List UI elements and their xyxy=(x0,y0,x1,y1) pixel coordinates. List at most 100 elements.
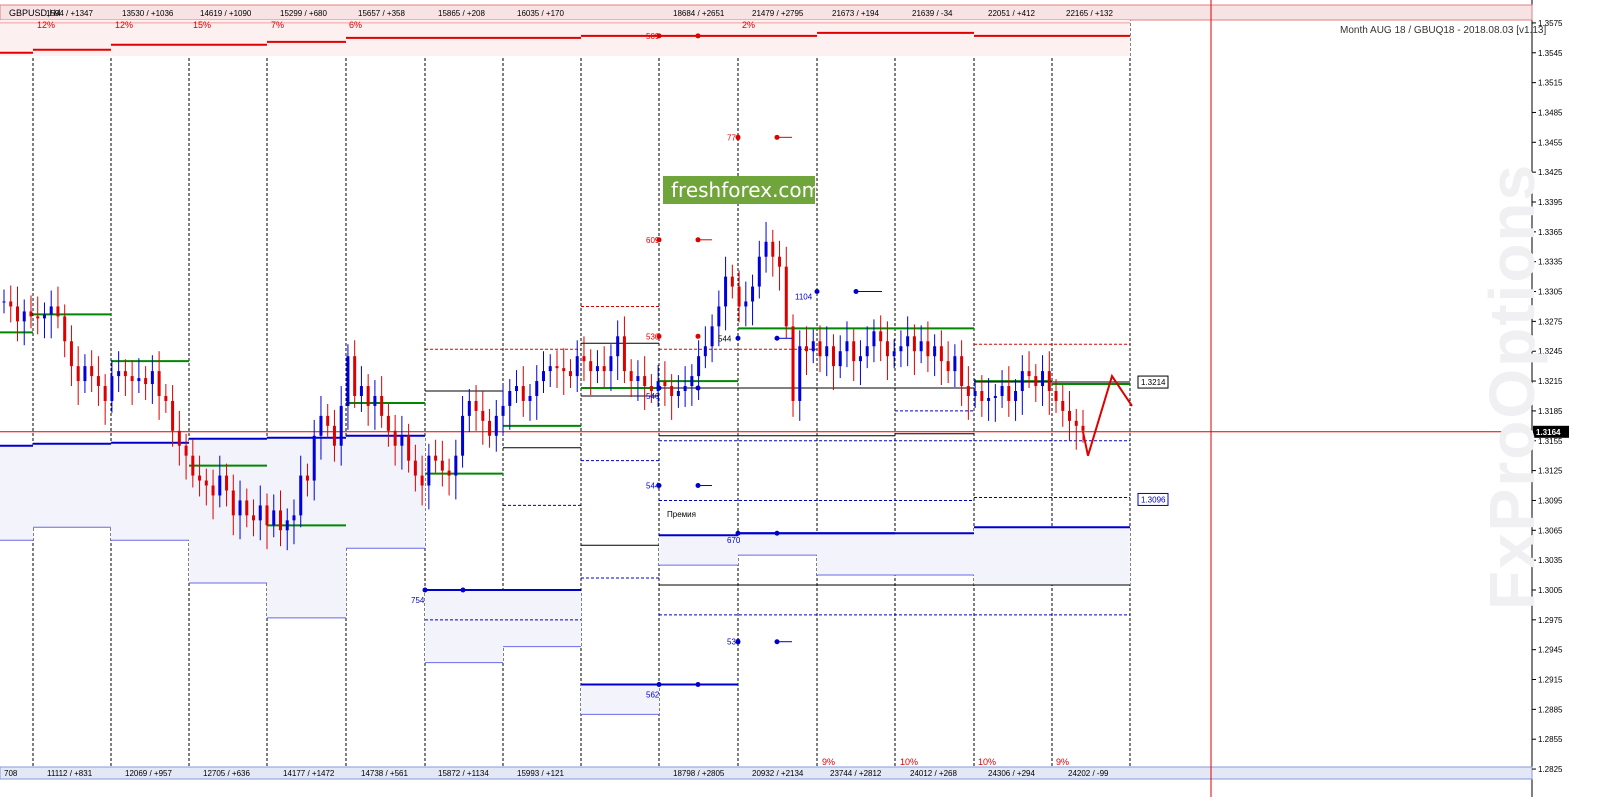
put-zone xyxy=(267,437,346,618)
candle-body xyxy=(252,515,256,521)
candle-body xyxy=(198,475,202,481)
candle-body xyxy=(710,326,714,347)
logo-text: freshforex.com xyxy=(671,178,822,202)
top-column-label: 21479 / +2795 xyxy=(752,9,804,18)
strike-label: 544 xyxy=(646,482,660,491)
watermark: FxProOptions xyxy=(1476,162,1548,610)
bottom-column-label: 24012 / +268 xyxy=(910,769,957,778)
candle-body xyxy=(238,500,242,516)
candle-body xyxy=(231,490,235,516)
premium-label: Премия xyxy=(667,510,696,519)
candle-body xyxy=(649,386,653,392)
candle-body xyxy=(191,455,195,476)
y-axis-tick-label: 1.3155 xyxy=(1538,437,1563,446)
candle-body xyxy=(953,356,957,372)
put-zone xyxy=(111,442,189,541)
candle-body xyxy=(926,341,930,357)
strike-dot xyxy=(656,237,662,243)
candle-body xyxy=(521,386,525,401)
put-zone xyxy=(425,589,503,663)
candle-body xyxy=(76,366,80,382)
put-zone xyxy=(659,535,738,566)
candle-body xyxy=(211,485,215,496)
strike-dot xyxy=(695,681,701,687)
candle-body xyxy=(265,505,269,526)
strike-dot xyxy=(460,587,466,593)
candle-body xyxy=(501,405,505,416)
candle-body xyxy=(299,475,303,516)
put-zone xyxy=(503,589,581,647)
candle-body xyxy=(872,331,876,347)
strike-label: 533 xyxy=(727,638,741,647)
y-axis-tick-label: 1.3125 xyxy=(1538,467,1563,476)
y-axis-tick-label: 1.3275 xyxy=(1538,317,1563,326)
y-axis-tick-label: 1.2915 xyxy=(1538,676,1563,685)
candle-body xyxy=(488,420,492,436)
candle-body xyxy=(764,241,768,257)
candle-body xyxy=(461,415,465,456)
candle-body xyxy=(670,386,674,396)
candle-body xyxy=(980,391,984,401)
candle-body xyxy=(960,356,964,387)
top-column-label: 21639 / -34 xyxy=(912,9,953,18)
candle-body xyxy=(1041,371,1045,387)
candle-body xyxy=(137,378,141,382)
candle-body xyxy=(339,405,343,446)
candle-body xyxy=(400,435,404,446)
strike-label: 754 xyxy=(411,596,425,605)
y-axis-tick-label: 1.3365 xyxy=(1538,228,1563,237)
candle-body xyxy=(366,386,370,406)
candle-body xyxy=(407,435,411,461)
candle-body xyxy=(454,455,458,476)
candle-body xyxy=(467,400,471,416)
candle-body xyxy=(103,386,107,401)
y-axis-tick-label: 1.3185 xyxy=(1538,407,1563,416)
y-axis-tick-label: 1.3245 xyxy=(1538,347,1563,356)
candle-body xyxy=(49,306,53,315)
candle-body xyxy=(912,336,916,352)
candle-body xyxy=(474,400,478,411)
candle-body xyxy=(683,386,687,392)
top-column-label: 21673 / +194 xyxy=(832,9,879,18)
candle-body xyxy=(805,346,809,352)
candle-body xyxy=(413,460,417,476)
top-column-label: 14619 / +1090 xyxy=(200,9,252,18)
candle-body xyxy=(757,256,761,287)
candle-body xyxy=(858,356,862,362)
chart-info-text: Month AUG 18 / GBUQ18 - 2018.08.03 [v1.1… xyxy=(1340,25,1547,36)
candle-body xyxy=(481,410,485,421)
candle-body xyxy=(730,276,734,287)
y-axis-tick-label: 1.2945 xyxy=(1538,646,1563,655)
bottom-info-bar xyxy=(0,766,1533,780)
candle-body xyxy=(919,341,923,352)
strike-dot xyxy=(656,333,662,339)
freshforex-logo[interactable]: freshforex.com xyxy=(663,176,821,204)
candle-body xyxy=(663,381,667,387)
strike-label: 509 xyxy=(646,32,660,41)
put-zone xyxy=(817,533,895,576)
candle-body xyxy=(258,505,262,521)
candle-body xyxy=(494,415,498,436)
put-zone xyxy=(346,435,425,549)
candle-body xyxy=(831,346,835,367)
candle-body xyxy=(56,306,60,317)
symbol-label: GBPUSD,H4 xyxy=(9,8,62,18)
candle-body xyxy=(171,400,175,431)
candle-body xyxy=(865,346,869,357)
candle-body xyxy=(575,356,579,377)
candle-body xyxy=(319,415,323,436)
bottom-column-label: 14177 / +1472 xyxy=(283,769,335,778)
strike-label: 670 xyxy=(727,536,741,545)
candle-body xyxy=(373,395,377,406)
candle-body xyxy=(724,276,728,307)
candle-body xyxy=(312,435,316,481)
bottom-column-label: 20932 / +2134 xyxy=(752,769,804,778)
top-column-label: 1594 / +1347 xyxy=(46,9,93,18)
put-zone xyxy=(738,533,817,556)
put-zone xyxy=(895,533,974,576)
candle-body xyxy=(110,376,114,401)
candle-body xyxy=(218,475,222,496)
candle-body xyxy=(636,376,640,382)
